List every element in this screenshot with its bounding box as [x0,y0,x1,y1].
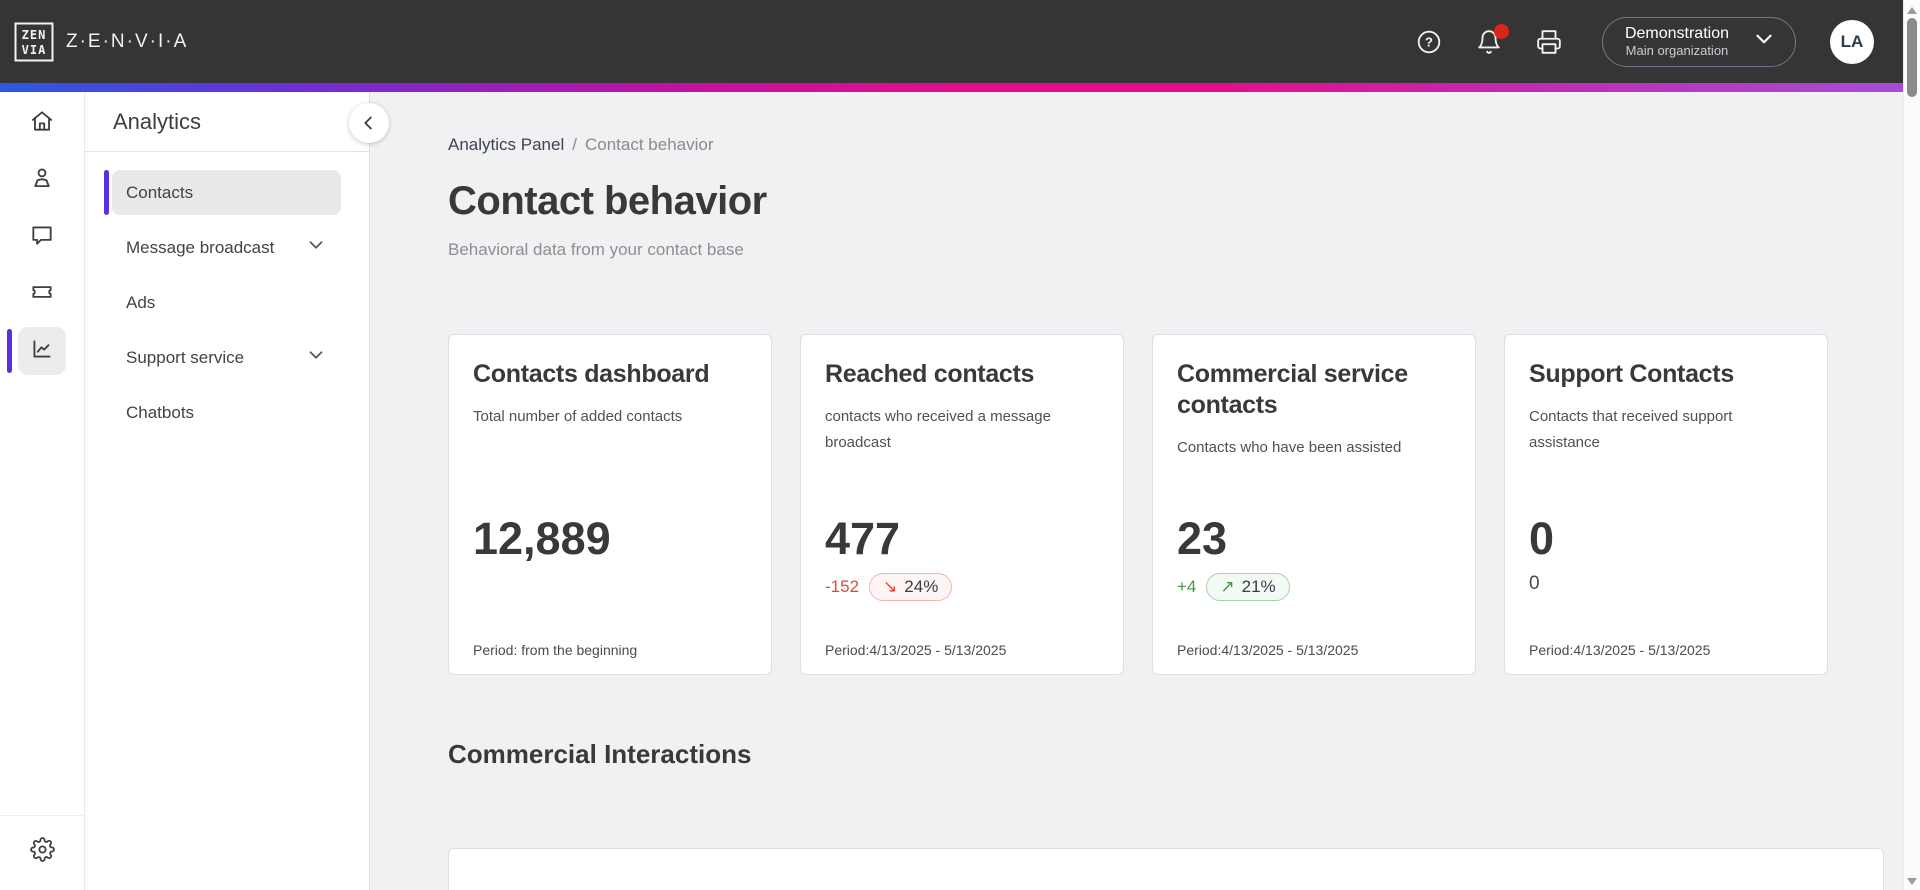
panel-item-ads[interactable]: Ads [112,280,341,325]
organization-name: Demonstration [1624,24,1729,42]
card-title: Commercial service contacts [1177,360,1408,419]
organization-sub-label: Main organization [1625,42,1729,58]
card-period: Period:4/13/2025 - 5/13/2025 [1177,642,1359,658]
card-description: Total number of added contacts [473,408,683,425]
card-delta-row: -152 ↘ 24% [825,573,953,601]
svg-text:ZEN: ZEN [22,28,47,42]
chevron-down-icon [305,234,327,261]
panel-item-chatbots[interactable]: Chatbots [112,390,341,435]
brand-wordmark: Z·E·N·V·I·A [66,30,189,52]
trend-down-arrow-icon: ↘ [883,577,898,596]
gear-icon [29,837,55,867]
sidebar-item-contacts[interactable] [18,156,66,204]
chevron-down-icon [305,344,327,371]
panel-item-contacts[interactable]: Contacts [104,170,341,215]
panel-item-support-service[interactable]: Support service [112,335,341,380]
scrollbar-thumb[interactable] [1907,18,1917,97]
trend-badge-up: ↗ 21% [1206,573,1290,601]
help-icon[interactable]: ? [1416,29,1442,55]
delta-value: +4 [1177,577,1197,596]
card-value: 12,889 [473,513,611,564]
trend-percentage: 24% [904,577,939,596]
avatar[interactable]: LA [1830,19,1874,64]
page-subtitle: Behavioral data from your contact base [448,240,744,259]
card-value: 0 [1529,513,1555,564]
card-period: Period: from the beginning [473,642,638,658]
main-content: Analytics Panel / Contact behavior Conta… [370,92,1920,890]
trend-badge-down: ↘ 24% [869,573,953,601]
sidebar-item-campaigns[interactable] [18,270,66,318]
brand-gradient-bar [0,83,1920,92]
card-delta-row: +4 ↗ 21% [1177,573,1290,601]
card-value: 23 [1177,513,1228,564]
sidebar-item-settings[interactable] [18,828,66,876]
chevron-down-icon [1751,26,1777,57]
line-chart-icon [29,336,55,367]
sidebar-item-analytics[interactable] [7,327,66,375]
card-contacts-dashboard: Contacts dashboard Total number of added… [448,334,772,675]
rail-footer [0,815,84,890]
card-support-contacts: Support Contacts Contacts that received … [1504,334,1828,675]
breadcrumb-separator: / [572,135,577,154]
card-delta-row: 0 [1529,573,1540,595]
scroll-up-arrow[interactable] [1907,7,1917,14]
breadcrumb: Analytics Panel / Contact behavior [448,135,1920,155]
card-value: 477 [825,513,901,564]
chat-bubble-icon [29,222,55,253]
scroll-down-arrow[interactable] [1907,878,1917,885]
card-reached-contacts: Reached contacts contacts who received a… [800,334,1124,675]
collapse-panel-button[interactable] [349,103,389,143]
panel-title: Analytics [113,108,202,134]
card-commercial-service-contacts: Commercial service contacts Contacts who… [1152,334,1476,675]
analytics-panel: Analytics Contacts Message broadcast Ads… [85,92,389,890]
panel-item-message-broadcast[interactable]: Message broadcast [112,225,341,270]
printer-icon[interactable] [1536,29,1562,55]
icon-rail [0,92,85,890]
topbar: ZEN VIA Z·E·N·V·I·A ? [0,0,1920,83]
svg-text:VIA: VIA [22,43,47,57]
trend-percentage: 21% [1241,577,1276,596]
card-period: Period:4/13/2025 - 5/13/2025 [825,642,1007,658]
organization-selector[interactable]: Demonstration Main organization [1601,16,1796,67]
kpi-cards-row: Contacts dashboard Total number of added… [448,334,1920,675]
svg-text:?: ? [1425,34,1433,49]
panel-item-label: Message broadcast [126,237,275,257]
page-title: Contact behavior [448,179,767,223]
card-title: Support Contacts [1529,360,1734,388]
panel-item-label: Chatbots [126,402,195,422]
delta-value: 0 [1529,573,1540,594]
card-description: contacts who received a message broadcas… [825,408,1051,451]
section-heading-commercial-interactions: Commercial Interactions [448,739,752,769]
home-icon [29,108,55,139]
panel-item-label: Support service [126,347,245,367]
trend-up-arrow-icon: ↗ [1220,577,1235,596]
card-description: Contacts who have been assisted [1177,439,1402,456]
vertical-scrollbar[interactable] [1903,0,1920,890]
card-period: Period:4/13/2025 - 5/13/2025 [1529,642,1711,658]
sidebar-item-home[interactable] [18,99,66,147]
ticket-icon [29,279,55,310]
person-icon [29,165,55,196]
zenvia-logo-icon[interactable]: ZEN VIA [14,22,54,62]
card-title: Reached contacts [825,360,1035,388]
card-title: Contacts dashboard [473,360,710,388]
breadcrumb-analytics-panel[interactable]: Analytics Panel [448,135,565,154]
panel-item-label: Ads [126,292,156,312]
delta-value: -152 [825,577,860,596]
card-description: Contacts that received support assistanc… [1529,408,1733,451]
bell-icon[interactable] [1476,23,1509,55]
panel-item-label: Contacts [126,182,194,202]
commercial-interactions-card [448,848,1884,890]
sidebar-item-conversations[interactable] [18,213,66,261]
breadcrumb-current: Contact behavior [584,135,714,154]
notification-dot [1493,23,1509,39]
